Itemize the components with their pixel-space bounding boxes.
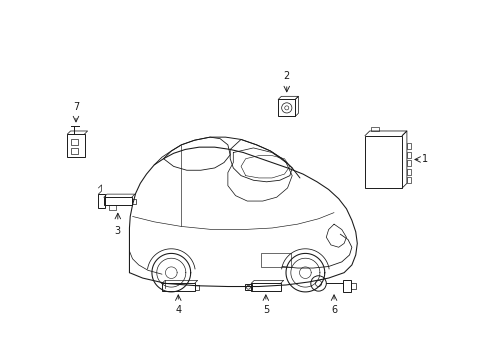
Text: 6: 6 [331, 305, 337, 315]
Bar [261, 253, 291, 266]
Bar [407, 143, 411, 149]
Bar [407, 152, 411, 158]
Text: 7: 7 [73, 103, 79, 112]
Bar [71, 148, 78, 154]
Bar [245, 284, 252, 291]
Bar [407, 169, 411, 175]
Text: 1: 1 [422, 154, 429, 165]
Bar [371, 127, 379, 131]
Text: 4: 4 [175, 305, 181, 315]
Bar [407, 177, 411, 183]
Bar [104, 197, 132, 205]
Bar [343, 280, 351, 292]
Bar [351, 283, 356, 289]
Bar [71, 139, 78, 145]
Text: 5: 5 [263, 305, 269, 315]
Text: 2: 2 [284, 71, 290, 81]
Bar [68, 134, 84, 157]
Bar [132, 199, 136, 204]
Text: 3: 3 [115, 226, 121, 236]
Bar [251, 283, 281, 291]
Bar [98, 194, 105, 208]
Bar [365, 136, 402, 188]
Bar [195, 285, 199, 291]
Bar [407, 160, 411, 166]
Bar [162, 283, 195, 291]
Bar [278, 99, 295, 116]
